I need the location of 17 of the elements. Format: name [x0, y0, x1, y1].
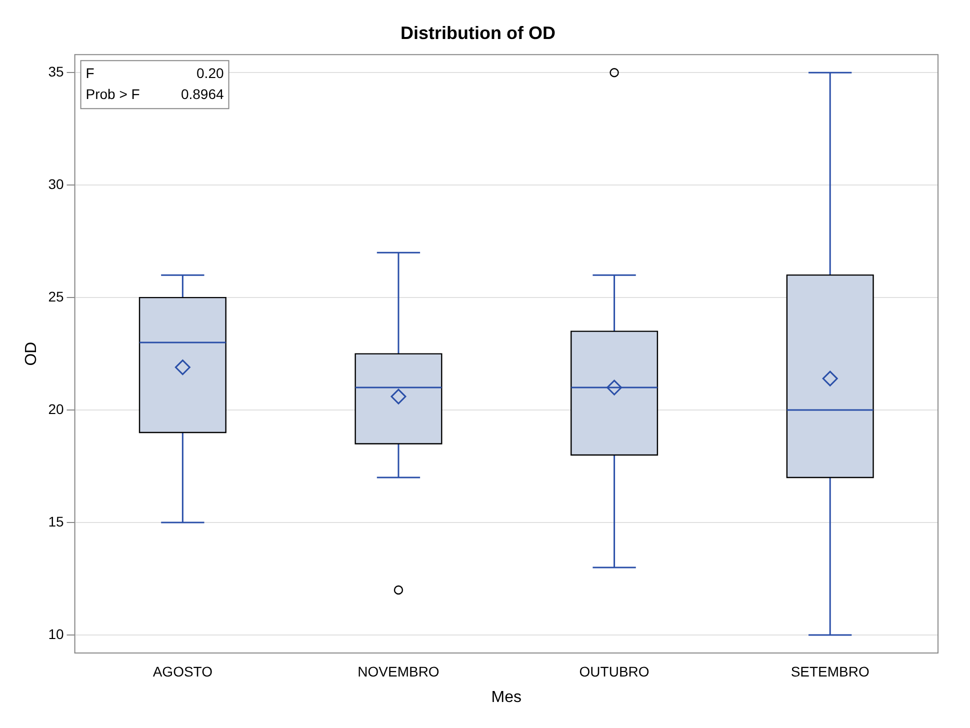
y-tick-label: 30: [48, 176, 64, 192]
x-axis-title: Mes: [491, 688, 522, 706]
annotation: Prob > F: [86, 86, 140, 102]
chart-title: Distribution of OD: [400, 22, 556, 43]
x-tick-label: SETEMBRO: [790, 663, 870, 680]
x-tick-label: AGOSTO: [152, 663, 213, 680]
y-tick-label: 20: [48, 400, 64, 417]
annotation: 0.8964: [180, 86, 224, 102]
y-tick-label: 35: [48, 63, 64, 80]
x-tick-label: NOVEMBRO: [358, 663, 440, 680]
annotation: F: [86, 64, 94, 81]
x-tick-label: OUTUBRO: [579, 663, 650, 680]
y-axis-title: OD: [23, 342, 40, 366]
y-tick-label: 15: [48, 513, 64, 530]
y-tick-label: 25: [48, 288, 64, 304]
annotation: 0.20: [196, 64, 224, 81]
y-tick-label: 10: [48, 626, 64, 642]
